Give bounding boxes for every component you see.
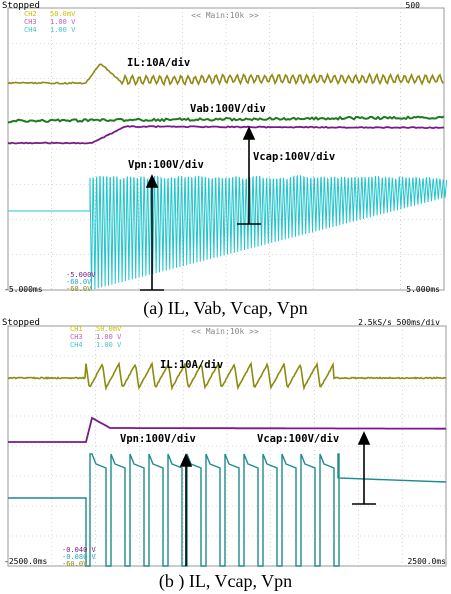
time-end-b: 2500.0ms xyxy=(407,557,446,566)
time-start-a: -5.000ms xyxy=(4,285,43,294)
channel-a-1: CH3 xyxy=(24,18,37,26)
cursor-a-2: -60.0V xyxy=(66,285,92,293)
channel-a-2-scale: 1.00 V xyxy=(50,26,76,34)
label-vcap-b: Vcap:100V/div xyxy=(257,433,339,445)
right-readout-b: 2.5kS/s 500ms/div xyxy=(358,318,440,327)
caption-a: (a) IL, Vab, Vcap, Vpn xyxy=(0,298,451,319)
channel-b-1-scale: 1.00 V xyxy=(96,333,122,341)
caption-b: (b ) IL, Vcap, Vpn xyxy=(0,571,451,592)
right-readout-a: 500 xyxy=(406,1,421,10)
scope-panel-a: Stopped << Main:10k >> 500 CH2 50.0mV CH… xyxy=(0,0,451,298)
label-vpn-b: Vpn:100V/div xyxy=(120,433,196,445)
scope-panel-b: Stopped << Main:10k >> 2.5kS/s 500ms/div… xyxy=(0,318,451,570)
label-vpn-a: Vpn:100V/div xyxy=(128,159,204,171)
status-b: Stopped xyxy=(2,318,40,328)
label-il-a: IL:10A/div xyxy=(127,57,190,69)
zoom-a: << Main:10k >> xyxy=(191,11,259,20)
channel-a-1-scale: 1.00 V xyxy=(50,18,76,26)
panel-b: Stopped << Main:10k >> 2.5kS/s 500ms/div… xyxy=(0,318,451,570)
channel-b-0: CH1 xyxy=(70,325,83,333)
time-end-a: 5.000ms xyxy=(406,285,440,294)
channel-b-2-scale: 1.00 V xyxy=(96,341,122,349)
channel-b-0-scale: 50.0mV xyxy=(96,325,122,333)
channel-a-2: CH4 xyxy=(24,26,37,34)
panel-a: Stopped << Main:10k >> 500 CH2 50.0mV CH… xyxy=(0,0,451,298)
channel-b-1: CH3 xyxy=(70,333,83,341)
channel-a-0-scale: 50.0mV xyxy=(50,10,76,18)
channel-a-0: CH2 xyxy=(24,10,37,18)
time-start-b: -2500.0ms xyxy=(4,557,48,566)
label-vab-a: Vab:100V/div xyxy=(190,103,266,115)
zoom-b: << Main:10k >> xyxy=(191,327,259,336)
label-il-b: IL:10A/div xyxy=(160,359,223,371)
label-vcap-a: Vcap:100V/div xyxy=(253,151,335,163)
cursor-b-2: -60.0V xyxy=(62,560,88,568)
channel-b-2: CH4 xyxy=(70,341,83,349)
